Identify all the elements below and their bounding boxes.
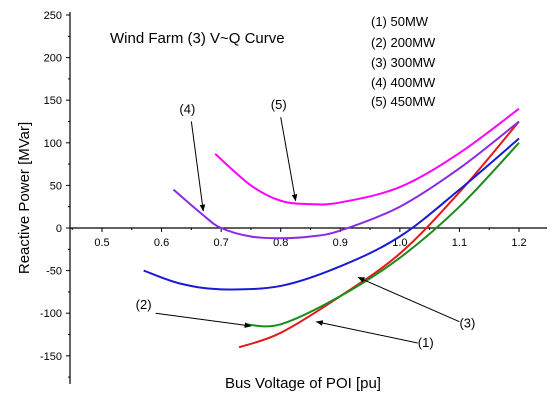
legend-entry: (4) 400MW: [371, 75, 436, 90]
y-tick-label: -50: [46, 266, 62, 278]
y-tick-label: -150: [40, 351, 62, 363]
legend-entry: (2) 200MW: [371, 35, 436, 50]
x-tick-label: 0.8: [273, 237, 288, 249]
annotation-arrow: [357, 276, 460, 323]
x-tick-label: 0.5: [94, 237, 109, 249]
annotations: (1) (2) (3) (4) (5): [136, 97, 476, 350]
series-line-4: [172, 120, 520, 240]
annotation-arrow: [315, 320, 418, 344]
y-tick-label: 250: [44, 10, 62, 22]
legend-entry: (3) 300MW: [371, 55, 436, 70]
annotation-label: (5): [271, 97, 287, 112]
annotation-label: (3): [459, 316, 475, 331]
annotation-arrow: [190, 121, 206, 212]
annotation-arrow: [280, 117, 298, 202]
x-tick-label: 0.6: [154, 237, 169, 249]
y-tick-label: 150: [44, 95, 62, 107]
y-tick-label: 0: [56, 223, 62, 235]
series-line-2: [244, 142, 520, 328]
chart-title: Wind Farm (3) V~Q Curve: [110, 30, 285, 47]
tick-marks: -150 -100 -50 0 50 100 150 200 250 0.5 0.6 0.7 0.8 0.…: [40, 10, 527, 378]
annotation-label: (4): [179, 102, 195, 117]
series-line-3: [143, 137, 520, 291]
y-tick-label: 50: [50, 180, 62, 192]
x-tick-label: 0.7: [213, 237, 228, 249]
annotation-label: (2): [136, 297, 152, 312]
legend-entry: (5) 450MW: [371, 94, 436, 109]
axes: [69, 12, 547, 384]
series-line-5: [214, 107, 520, 206]
y-tick-label: 100: [44, 138, 62, 150]
y-axis-label: Reactive Power [MVar]: [16, 122, 33, 274]
x-tick-label: 0.9: [333, 237, 348, 249]
series-lines: [143, 107, 520, 349]
annotation-label: (1): [418, 335, 434, 350]
annotation-arrow: [155, 312, 252, 328]
x-axis-label: Bus Voltage of POI [pu]: [225, 375, 381, 392]
y-tick-label: -100: [40, 308, 62, 320]
y-tick-label: 200: [44, 53, 62, 65]
legend-entry: (1) 50MW: [371, 14, 429, 29]
x-tick-label: 1.1: [452, 237, 467, 249]
legend: (1) 50MW (2) 200MW (3) 300MW (4) 400MW (…: [371, 14, 436, 109]
x-tick-label: 1.2: [511, 237, 526, 249]
